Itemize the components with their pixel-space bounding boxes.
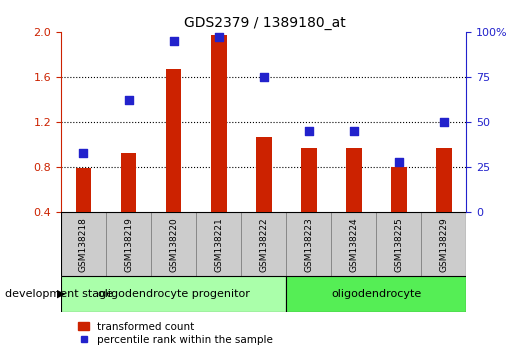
Text: oligodendrocyte progenitor: oligodendrocyte progenitor [98,289,250,299]
Point [169,38,178,44]
Bar [286,276,466,312]
Bar [76,169,91,212]
Bar [346,148,361,212]
Bar [196,212,241,276]
Bar [61,212,106,276]
Text: GSM138223: GSM138223 [304,217,313,272]
Bar [151,212,196,276]
Bar [436,148,452,212]
Point [259,74,268,80]
Text: GSM138222: GSM138222 [259,217,268,272]
Bar [121,153,136,212]
Point [304,128,313,134]
Text: GSM138225: GSM138225 [394,217,403,272]
Bar [301,148,316,212]
Bar [376,212,421,276]
Bar [331,212,376,276]
Text: GDS2379 / 1389180_at: GDS2379 / 1389180_at [184,16,346,30]
Text: GSM138224: GSM138224 [349,217,358,272]
Point [440,119,448,125]
Bar [61,276,286,312]
Text: ▶: ▶ [57,289,66,299]
Text: GSM138219: GSM138219 [124,217,133,272]
Text: GSM138218: GSM138218 [79,217,88,272]
Point [124,98,132,103]
Bar [106,212,151,276]
Bar [166,69,181,212]
Text: development stage: development stage [5,289,113,299]
Point [80,150,88,156]
Bar [256,137,271,212]
Bar [286,212,331,276]
Point [350,128,358,134]
Text: GSM138221: GSM138221 [214,217,223,272]
Legend: transformed count, percentile rank within the sample: transformed count, percentile rank withi… [74,317,277,349]
Text: GSM138220: GSM138220 [169,217,178,272]
Text: GSM138229: GSM138229 [439,217,448,272]
Bar [241,212,286,276]
Text: oligodendrocyte: oligodendrocyte [331,289,421,299]
Bar [391,167,407,212]
Bar [421,212,466,276]
Bar [211,35,226,212]
Point [214,34,223,40]
Point [394,159,403,165]
